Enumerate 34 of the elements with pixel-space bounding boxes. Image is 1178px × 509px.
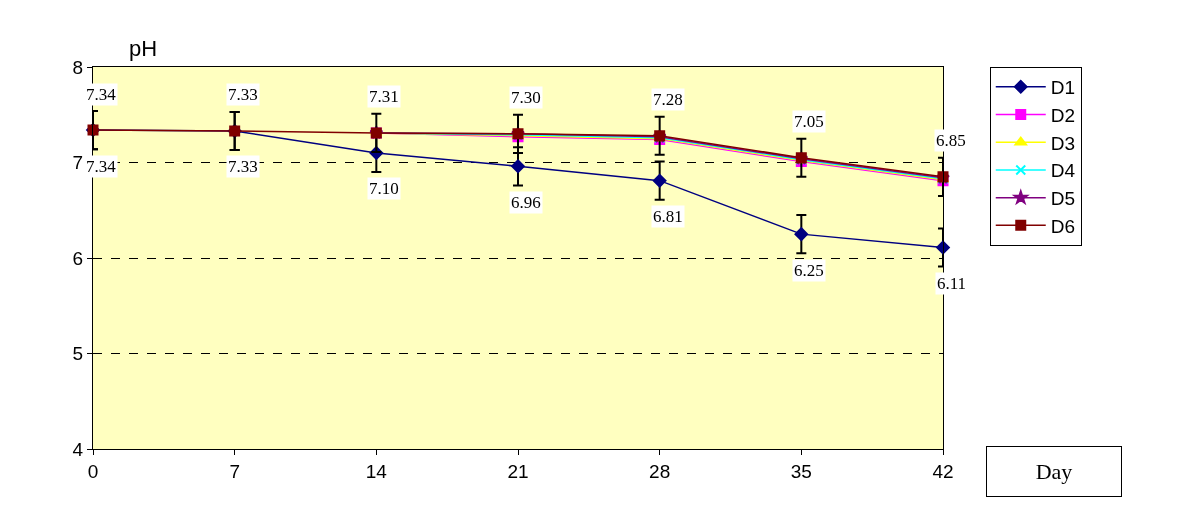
legend-label: D2: [1050, 104, 1076, 126]
y-tick-label: 4: [72, 438, 84, 460]
x-tick-label: 35: [790, 460, 812, 482]
data-label: 6.85: [936, 131, 966, 150]
x-tick-label: 28: [649, 460, 671, 482]
y-tick-label: 6: [72, 247, 84, 269]
x-tick-label: 0: [87, 460, 99, 482]
data-label: 7.10: [369, 179, 399, 198]
x-tick-label: 42: [932, 460, 954, 482]
x-axis-title: Day: [1035, 459, 1073, 484]
data-label: 6.25: [794, 261, 824, 280]
data-label: 7.28: [653, 90, 683, 109]
y-tick-label: 7: [72, 152, 84, 174]
y-axis-title: pH: [129, 36, 158, 61]
x-tick-label: 21: [507, 460, 529, 482]
legend-label: D1: [1050, 77, 1076, 99]
legend-label: D3: [1050, 132, 1076, 154]
data-label: 6.96: [511, 193, 541, 212]
data-label: 7.33: [228, 157, 258, 176]
legend-label: D4: [1050, 160, 1076, 182]
y-tick-label: 8: [72, 56, 84, 78]
y-tick-label: 5: [72, 343, 84, 365]
data-label: 6.81: [653, 207, 683, 226]
data-label: 7.34: [86, 85, 117, 104]
x-tick-label: 14: [365, 460, 388, 482]
data-label: 7.05: [794, 112, 824, 131]
legend-label: D6: [1050, 215, 1076, 237]
data-label: 7.33: [228, 85, 258, 104]
data-label: 7.30: [511, 88, 541, 107]
x-tick-label: 7: [229, 460, 240, 482]
data-label: 6.11: [937, 274, 967, 293]
data-label: 7.34: [86, 157, 117, 176]
legend-label: D5: [1050, 188, 1076, 210]
data-label: 7.31: [369, 87, 399, 106]
